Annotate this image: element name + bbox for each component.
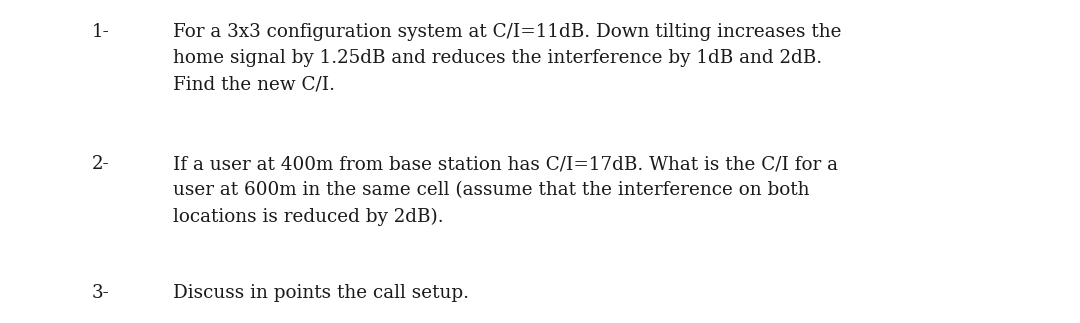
Text: 3-: 3- — [92, 284, 109, 302]
Text: For a 3x3 configuration system at C/I=11dB. Down tilting increases the
home sign: For a 3x3 configuration system at C/I=11… — [173, 23, 841, 93]
Text: 1-: 1- — [92, 23, 109, 41]
Text: If a user at 400m from base station has C/I=17dB. What is the C/I for a
user at : If a user at 400m from base station has … — [173, 155, 838, 226]
Text: Discuss in points the call setup.: Discuss in points the call setup. — [173, 284, 469, 302]
Text: 2-: 2- — [92, 155, 109, 173]
